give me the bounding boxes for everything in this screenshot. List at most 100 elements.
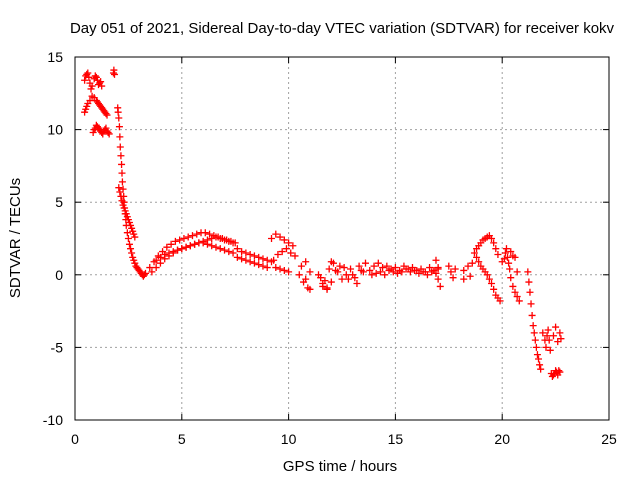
data-point bbox=[359, 268, 367, 276]
y-tick-label: 10 bbox=[47, 122, 63, 138]
data-point bbox=[128, 249, 136, 257]
data-point bbox=[233, 253, 241, 261]
data-point bbox=[376, 268, 384, 276]
data-point bbox=[225, 248, 233, 256]
data-point bbox=[447, 268, 455, 276]
data-point bbox=[347, 265, 355, 273]
data-point bbox=[336, 262, 344, 270]
data-point bbox=[494, 250, 502, 258]
data-point bbox=[496, 297, 504, 305]
data-point bbox=[385, 266, 393, 274]
data-point bbox=[428, 268, 436, 276]
data-point bbox=[111, 70, 119, 78]
x-tick-label: 20 bbox=[494, 431, 510, 447]
data-point bbox=[323, 285, 331, 293]
y-tick-label: 15 bbox=[47, 49, 63, 65]
data-point bbox=[325, 265, 333, 273]
data-point bbox=[473, 253, 481, 261]
data-point bbox=[250, 252, 258, 260]
data-point bbox=[152, 256, 160, 264]
data-points bbox=[81, 66, 565, 380]
data-point bbox=[242, 256, 250, 264]
data-point bbox=[289, 242, 297, 250]
data-point bbox=[268, 235, 276, 242]
data-point bbox=[229, 249, 237, 257]
data-point bbox=[432, 269, 440, 277]
data-point bbox=[280, 236, 288, 244]
data-point bbox=[221, 236, 229, 244]
data-point bbox=[511, 253, 519, 261]
data-point bbox=[488, 280, 496, 288]
data-point bbox=[182, 243, 190, 251]
data-point bbox=[297, 262, 305, 270]
plot-frame bbox=[74, 56, 610, 421]
data-point bbox=[115, 184, 123, 192]
x-axis-title: GPS time / hours bbox=[283, 458, 397, 475]
y-tick-label: -5 bbox=[51, 339, 64, 355]
data-point bbox=[470, 249, 478, 257]
data-point bbox=[161, 250, 169, 258]
data-point bbox=[338, 275, 346, 283]
data-point bbox=[528, 311, 536, 319]
data-point bbox=[537, 365, 545, 373]
data-point bbox=[542, 343, 550, 351]
data-point bbox=[246, 258, 254, 266]
data-point bbox=[513, 268, 521, 276]
data-point bbox=[276, 233, 284, 241]
data-point bbox=[98, 82, 106, 90]
data-point bbox=[171, 237, 179, 245]
data-point bbox=[216, 235, 224, 242]
data-point bbox=[501, 249, 509, 257]
data-point bbox=[208, 242, 216, 250]
data-point bbox=[466, 272, 474, 280]
data-point bbox=[355, 262, 363, 270]
data-point bbox=[141, 269, 149, 277]
data-point bbox=[184, 233, 192, 241]
data-point bbox=[86, 97, 94, 105]
data-point bbox=[546, 346, 554, 354]
data-point bbox=[406, 268, 414, 276]
x-tick-label: 10 bbox=[281, 431, 297, 447]
data-point bbox=[464, 262, 472, 270]
data-point bbox=[468, 259, 476, 267]
data-point bbox=[370, 262, 378, 270]
data-point bbox=[199, 237, 207, 245]
data-point bbox=[334, 268, 342, 276]
data-point bbox=[259, 262, 267, 270]
data-point bbox=[379, 264, 387, 272]
data-point bbox=[317, 274, 325, 282]
data-point bbox=[327, 258, 335, 266]
data-point bbox=[115, 123, 123, 131]
data-point bbox=[212, 243, 220, 251]
data-point bbox=[342, 271, 350, 279]
data-point bbox=[167, 240, 175, 248]
data-point bbox=[483, 271, 491, 279]
data-point bbox=[460, 275, 468, 283]
data-point bbox=[116, 143, 124, 151]
data-point bbox=[282, 245, 290, 253]
data-point bbox=[552, 323, 560, 331]
data-point bbox=[188, 232, 196, 240]
data-point bbox=[351, 274, 359, 282]
data-point bbox=[327, 278, 335, 286]
data-point bbox=[272, 264, 280, 272]
data-point bbox=[475, 258, 483, 266]
data-point bbox=[131, 233, 139, 241]
data-point bbox=[515, 297, 523, 305]
data-point bbox=[84, 69, 92, 77]
y-tick-label: -10 bbox=[43, 412, 63, 428]
data-point bbox=[103, 111, 111, 119]
data-point bbox=[302, 258, 310, 266]
data-point bbox=[206, 230, 214, 238]
data-point bbox=[203, 236, 211, 244]
data-point bbox=[502, 245, 510, 253]
data-point bbox=[507, 274, 515, 282]
chart-title: Day 051 of 2021, Sidereal Day-to-day VTE… bbox=[70, 20, 615, 37]
data-point bbox=[178, 245, 186, 253]
data-point bbox=[545, 336, 553, 344]
data-point bbox=[434, 275, 442, 283]
data-point bbox=[270, 256, 278, 264]
y-tick-label: 5 bbox=[55, 194, 63, 210]
data-point bbox=[361, 259, 369, 267]
data-point bbox=[529, 322, 537, 330]
